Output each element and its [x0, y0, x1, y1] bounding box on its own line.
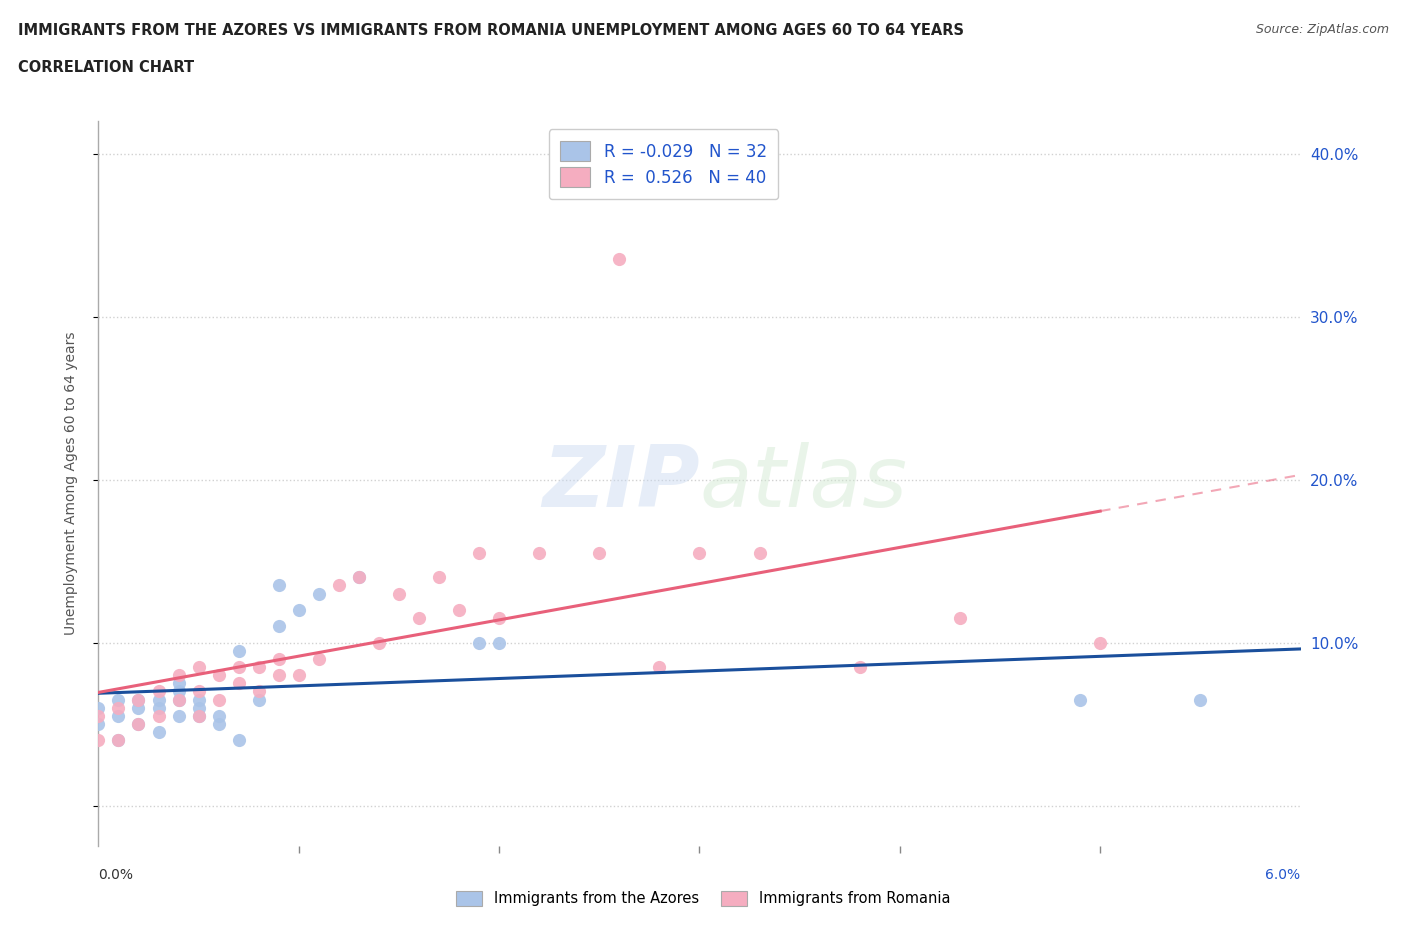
Point	[247, 659, 270, 674]
Point	[368, 635, 391, 650]
Point	[167, 709, 190, 724]
Point	[87, 709, 110, 724]
Point	[107, 709, 129, 724]
Legend: Immigrants from the Azores, Immigrants from Romania: Immigrants from the Azores, Immigrants f…	[449, 884, 957, 913]
Point	[1090, 635, 1112, 650]
Point	[107, 733, 129, 748]
Point	[87, 717, 110, 732]
Point	[267, 668, 290, 683]
Point	[228, 644, 250, 658]
Point	[347, 570, 370, 585]
Point	[468, 635, 491, 650]
Text: Source: ZipAtlas.com: Source: ZipAtlas.com	[1256, 23, 1389, 36]
Text: 6.0%: 6.0%	[1265, 868, 1301, 882]
Point	[187, 709, 209, 724]
Point	[408, 611, 430, 626]
Point	[208, 717, 231, 732]
Point	[167, 676, 190, 691]
Point	[128, 717, 150, 732]
Point	[167, 684, 190, 698]
Point	[187, 659, 209, 674]
Point	[208, 668, 231, 683]
Point	[187, 700, 209, 715]
Point	[87, 700, 110, 715]
Point	[648, 659, 671, 674]
Point	[427, 570, 450, 585]
Point	[148, 692, 170, 707]
Point	[488, 635, 510, 650]
Point	[308, 651, 330, 666]
Point	[247, 692, 270, 707]
Point	[128, 700, 150, 715]
Point	[167, 692, 190, 707]
Text: CORRELATION CHART: CORRELATION CHART	[18, 60, 194, 75]
Point	[347, 570, 370, 585]
Point	[1069, 692, 1091, 707]
Point	[267, 651, 290, 666]
Point	[468, 545, 491, 560]
Point	[208, 692, 231, 707]
Text: IMMIGRANTS FROM THE AZORES VS IMMIGRANTS FROM ROMANIA UNEMPLOYMENT AMONG AGES 60: IMMIGRANTS FROM THE AZORES VS IMMIGRANTS…	[18, 23, 965, 38]
Point	[208, 709, 231, 724]
Point	[1189, 692, 1212, 707]
Point	[488, 611, 510, 626]
Point	[328, 578, 350, 593]
Point	[689, 545, 711, 560]
Point	[228, 733, 250, 748]
Point	[949, 611, 972, 626]
Text: ZIP: ZIP	[541, 442, 700, 525]
Point	[529, 545, 551, 560]
Point	[609, 252, 631, 267]
Point	[187, 709, 209, 724]
Point	[748, 545, 770, 560]
Point	[588, 545, 610, 560]
Point	[87, 733, 110, 748]
Point	[288, 603, 311, 618]
Legend: R = -0.029   N = 32, R =  0.526   N = 40: R = -0.029 N = 32, R = 0.526 N = 40	[548, 129, 779, 199]
Point	[288, 668, 311, 683]
Point	[107, 692, 129, 707]
Point	[308, 586, 330, 601]
Point	[128, 717, 150, 732]
Text: 0.0%: 0.0%	[98, 868, 134, 882]
Point	[148, 700, 170, 715]
Point	[107, 700, 129, 715]
Point	[167, 692, 190, 707]
Point	[267, 618, 290, 633]
Y-axis label: Unemployment Among Ages 60 to 64 years: Unemployment Among Ages 60 to 64 years	[63, 332, 77, 635]
Point	[267, 578, 290, 593]
Point	[388, 586, 411, 601]
Point	[148, 709, 170, 724]
Text: atlas: atlas	[700, 442, 907, 525]
Point	[447, 603, 470, 618]
Point	[148, 684, 170, 698]
Point	[228, 676, 250, 691]
Point	[107, 733, 129, 748]
Point	[128, 692, 150, 707]
Point	[187, 684, 209, 698]
Point	[849, 659, 872, 674]
Point	[148, 724, 170, 739]
Point	[228, 659, 250, 674]
Point	[167, 668, 190, 683]
Point	[247, 684, 270, 698]
Point	[128, 692, 150, 707]
Point	[187, 692, 209, 707]
